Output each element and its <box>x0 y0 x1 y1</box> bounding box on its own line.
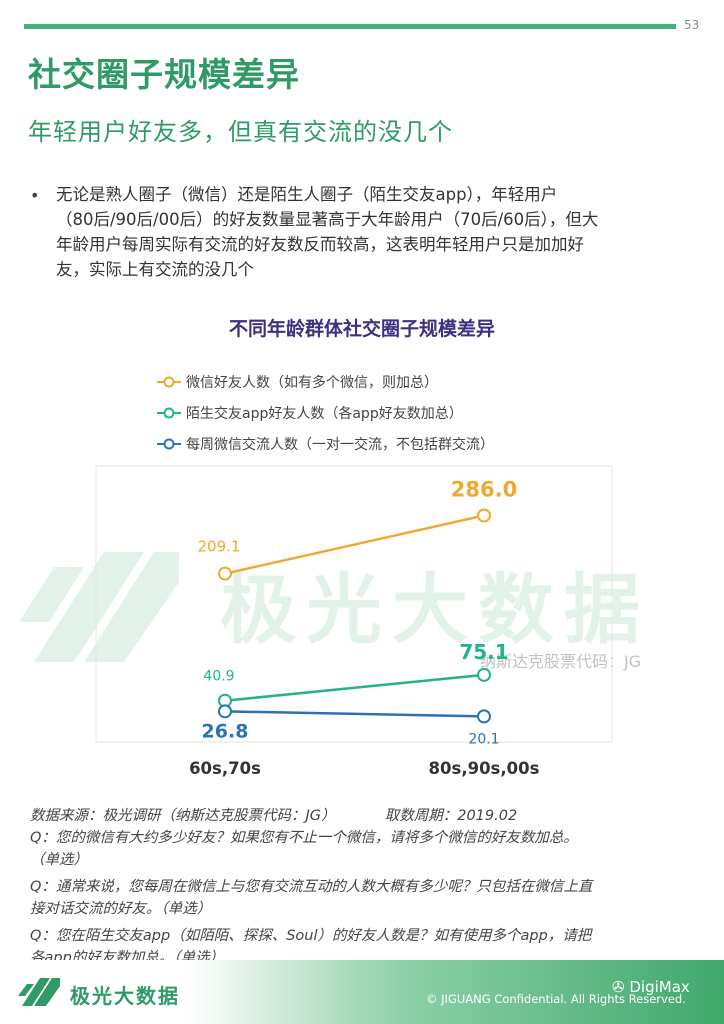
wechat-icon: ✇ <box>612 978 625 996</box>
data-point <box>477 667 491 682</box>
legend-item-stranger-app: 陌生交友app好友人数（各app好友数加总） <box>156 403 463 423</box>
data-point <box>477 709 491 724</box>
legend-line-marker-icon <box>157 376 181 388</box>
watermark-stock-code: 纳斯达克股票代码：JG <box>480 652 642 671</box>
legend-label: 陌生交友app好友人数（各app好友数加总） <box>186 406 463 422</box>
watermark-logo-icon <box>19 552 179 662</box>
watermark-text: 极光大数据 <box>220 565 650 654</box>
data-label: 75.1 <box>459 640 508 664</box>
digimax-badge: ✇ DigiMax <box>612 978 690 996</box>
chart-title: 不同年龄群体社交圈子规模差异 <box>228 318 495 340</box>
body-line: 无论是熟人圈子（微信）还是陌生人圈子（陌生交友app），年轻用户 <box>56 185 558 204</box>
data-label: 40.9 <box>203 669 234 685</box>
legend-line-marker-icon <box>157 407 181 419</box>
body-line: 友，实际上有交流的没几个 <box>56 260 254 279</box>
legend-item-wechat-friends: 微信好友人数（如有多个微信，则加总） <box>156 372 438 392</box>
legend-item-weekly-contacts: 每周微信交流人数（一对一交流，不包括群交流） <box>156 434 494 454</box>
series-line <box>224 710 485 718</box>
question-1-type: （单选） <box>30 852 88 868</box>
question-2-cont: 接对话交流的好友。（单选） <box>30 901 212 917</box>
data-label: 209.1 <box>198 538 241 556</box>
data-source-line: 数据来源：极光调研（纳斯达克股票代码：JG） 取数周期：2019.02 <box>30 806 517 827</box>
body-paragraph: 无论是熟人圈子（微信）还是陌生人圈子（陌生交友app），年轻用户 （80后/90… <box>56 182 696 282</box>
legend-line-marker-icon <box>157 438 181 450</box>
body-line: （80后/90后/00后）的好友数量显著高于大年龄用户（70后/60后），但大 <box>56 210 599 229</box>
legend-label: 微信好友人数（如有多个微信，则加总） <box>186 375 438 391</box>
body-line: 年龄用户每周实际有交流的好友数反而较高，这表明年轻用户只是加加好 <box>56 235 584 254</box>
data-source: 数据来源：极光调研（纳斯达克股票代码：JG） <box>30 808 336 824</box>
header-rule <box>24 24 676 29</box>
question-1: Q：您的微信有大约多少好友？如果您有不止一个微信，请将多个微信的好友数加总。 <box>30 830 578 846</box>
x-tick-label: 80s,90s,00s <box>429 759 540 778</box>
legend-label: 每周微信交流人数（一对一交流，不包括群交流） <box>186 437 494 453</box>
x-tick-label: 60s,70s <box>189 759 261 778</box>
page-number: 53 <box>684 18 700 32</box>
data-point <box>218 704 232 719</box>
footer-copyright: © JIGUANG Confidential. All Rights Reser… <box>426 992 686 1006</box>
footer: 极光大数据 © JIGUANG Confidential. All Rights… <box>0 960 724 1024</box>
plot-area-border <box>95 465 613 743</box>
page-title: 社交圈子规模差异 <box>28 55 300 94</box>
page-subtitle: 年轻用户好友多，但真有交流的没几个 <box>28 118 453 146</box>
question-3: Q：您在陌生交友app（如陌陌、探探、Soul）的好友人数是？如有使用多个app… <box>30 928 592 944</box>
question-2: Q：通常来说，您每周在微信上与您有交流互动的人数大概有多少呢？只包括在微信上直 <box>30 879 593 895</box>
data-label: 286.0 <box>451 478 517 502</box>
data-point <box>477 508 491 523</box>
footer-brand: 极光大数据 <box>70 984 180 1008</box>
bullet-marker: • <box>30 186 40 205</box>
data-label: 26.8 <box>202 720 249 742</box>
data-point <box>218 566 232 581</box>
footer-band <box>0 960 724 1024</box>
data-period: 取数周期：2019.02 <box>384 808 518 824</box>
series-line <box>224 673 485 702</box>
series-line <box>224 514 485 575</box>
data-label: 20.1 <box>468 731 499 747</box>
brand-logo-icon <box>18 978 60 1006</box>
digimax-label: DigiMax <box>629 978 690 996</box>
